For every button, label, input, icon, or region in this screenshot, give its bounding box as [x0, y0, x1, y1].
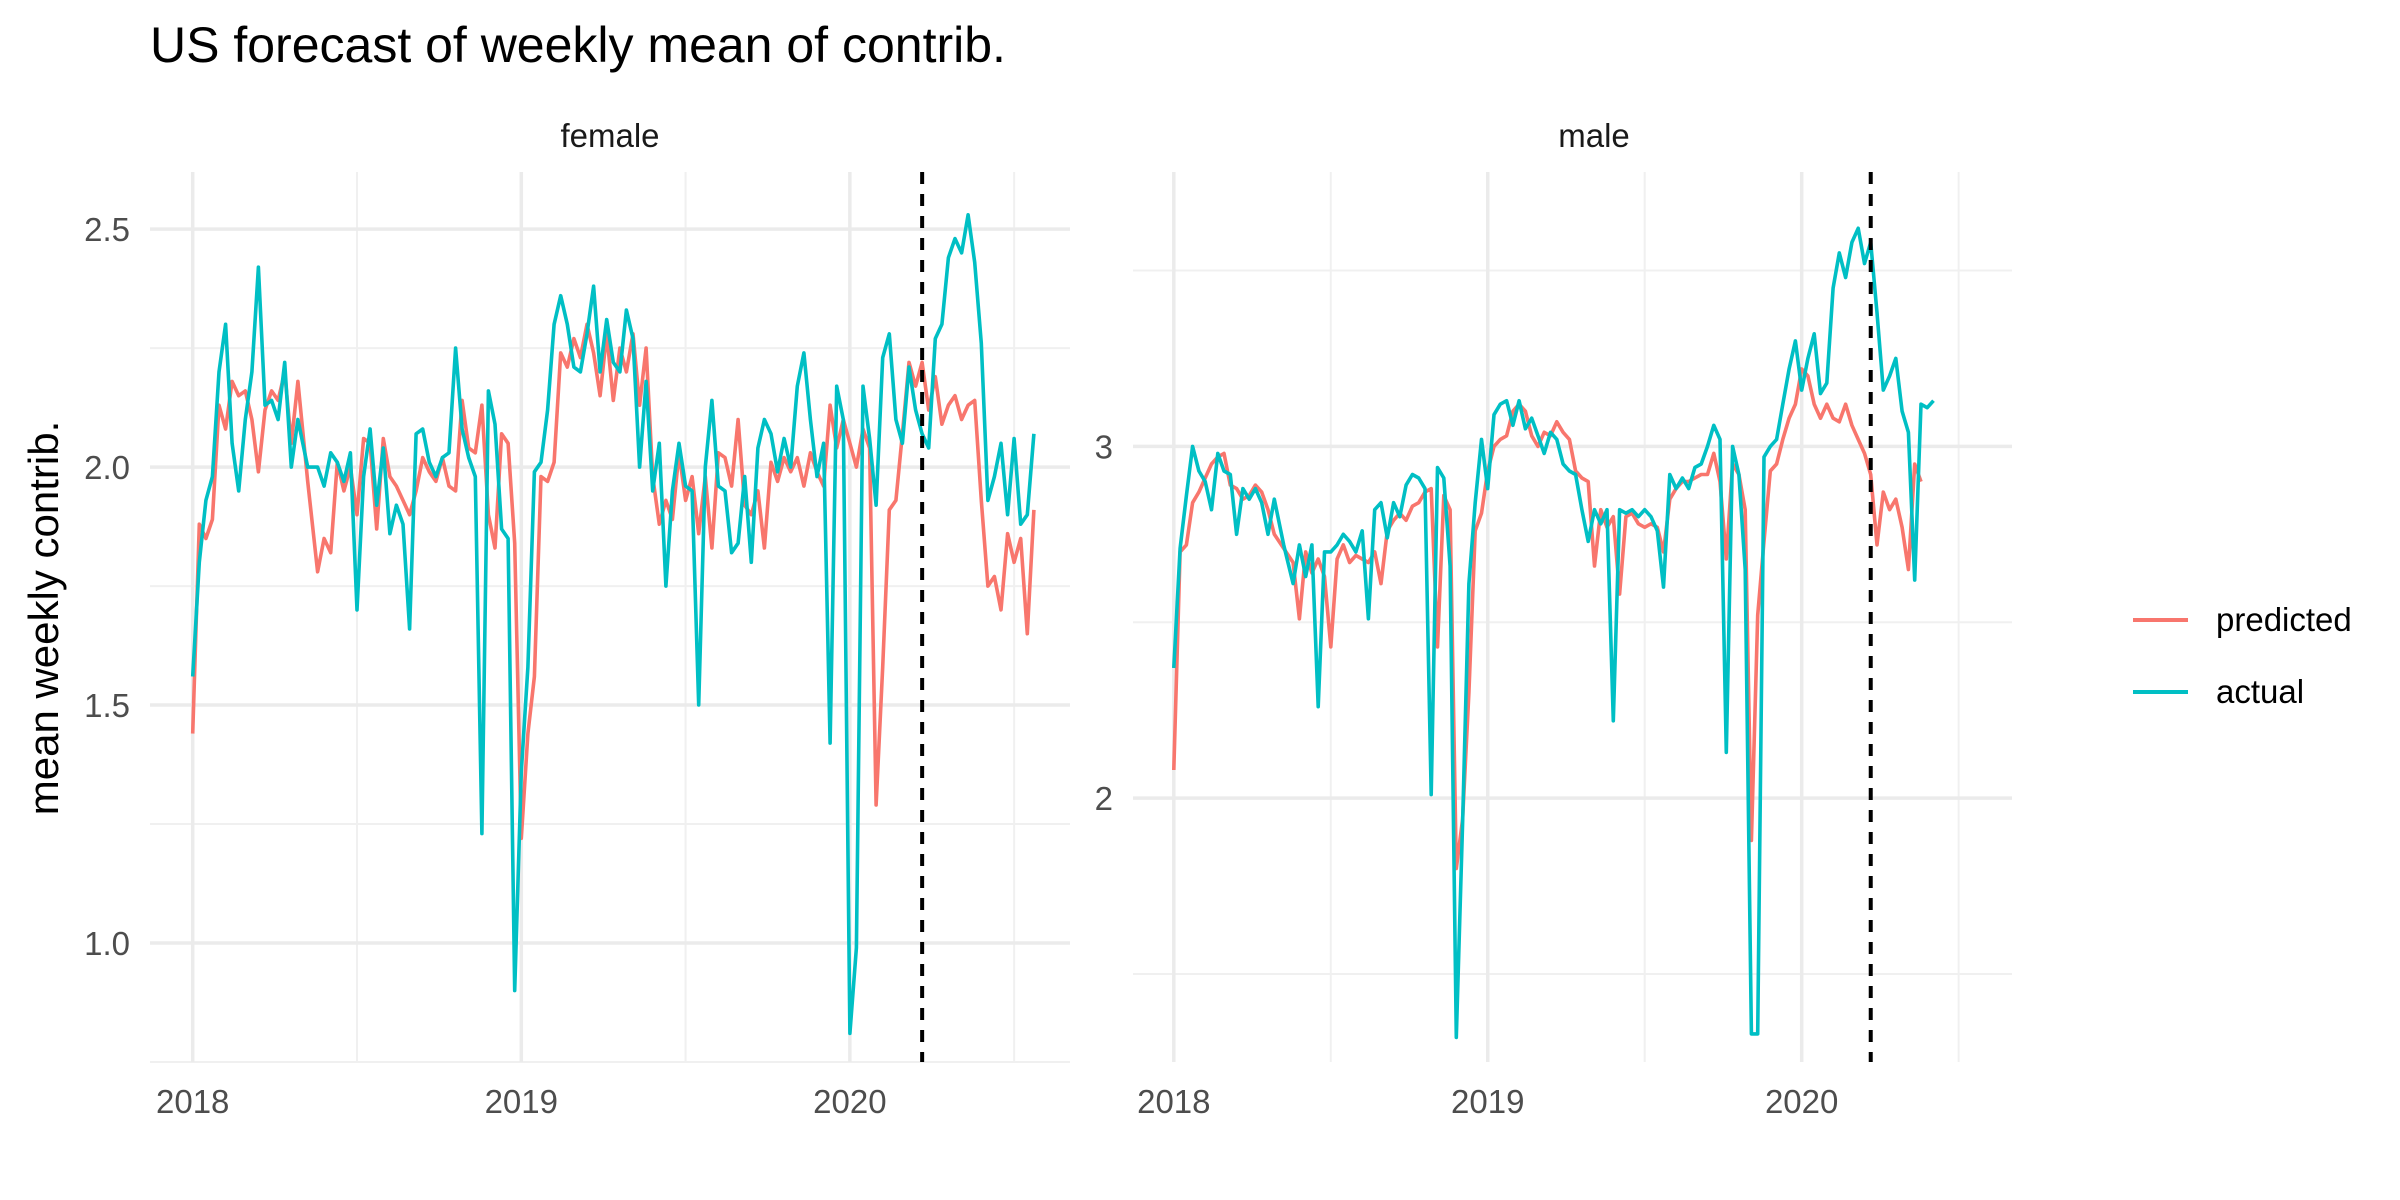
y-tick-label: 1.5	[84, 687, 130, 724]
strip-label-female: female	[560, 117, 659, 154]
panel-male: male 2 3 2018 2019 2020	[1095, 117, 2012, 1120]
series-line-actual	[1172, 226, 1935, 1040]
x-tick-label: 2020	[813, 1083, 886, 1120]
panel-female: female 1.0 1.5 2.0 2.5 2018 2019 2020	[84, 117, 1070, 1120]
y-tick-label: 2.5	[84, 211, 130, 248]
legend: predicted actual	[2133, 601, 2352, 710]
strip-label-male: male	[1558, 117, 1630, 154]
y-tick-label: 2.0	[84, 449, 130, 486]
legend-label-actual: actual	[2216, 673, 2304, 710]
x-tick-label: 2018	[1137, 1083, 1210, 1120]
x-tick-label: 2018	[156, 1083, 229, 1120]
chart-title: US forecast of weekly mean of contrib.	[150, 17, 1006, 73]
series-line-actual	[190, 213, 1036, 1036]
x-tick-label: 2019	[1451, 1083, 1524, 1120]
y-tick-label: 2	[1095, 780, 1113, 817]
x-tick-label: 2020	[1765, 1083, 1838, 1120]
y-axis-title: mean weekly contrib.	[20, 421, 67, 816]
y-tick-label: 1.0	[84, 925, 130, 962]
legend-label-predicted: predicted	[2216, 601, 2352, 638]
y-tick-label: 3	[1095, 428, 1113, 465]
x-tick-label: 2019	[485, 1083, 558, 1120]
